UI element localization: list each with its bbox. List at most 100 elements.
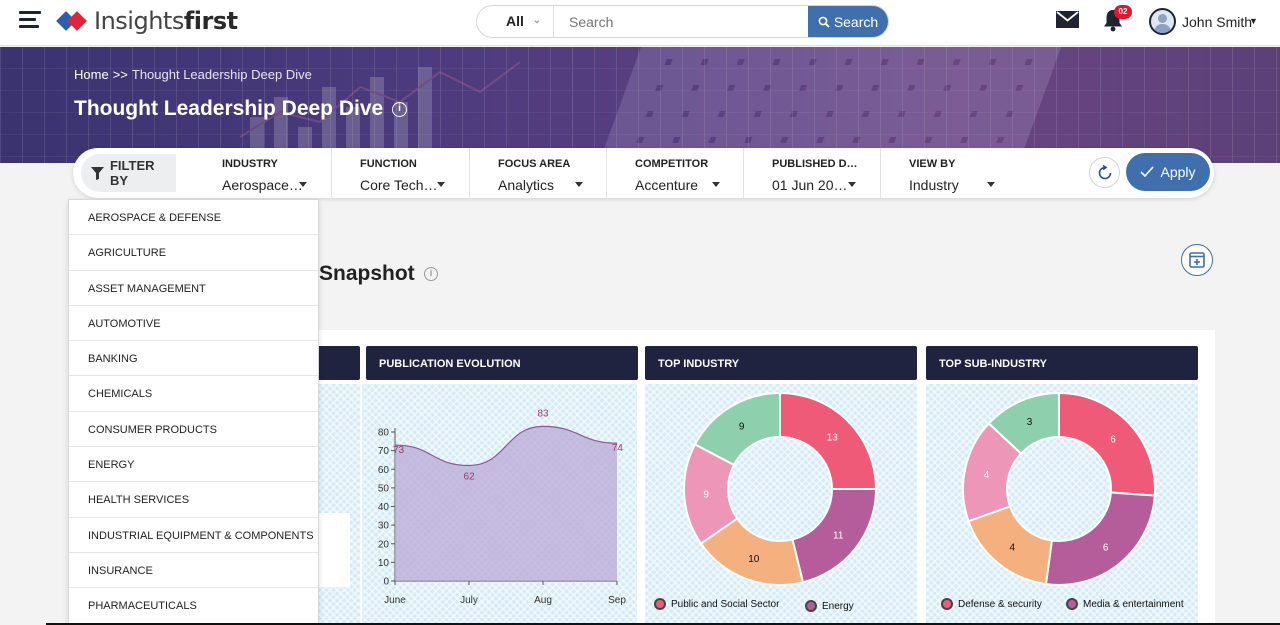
caret-down-icon (575, 182, 583, 187)
legend-swatch (941, 598, 953, 610)
add-widget-button[interactable] (1181, 244, 1213, 276)
y-tick-label: 20 (378, 539, 390, 550)
slice-label: 11 (833, 531, 844, 542)
donut-slice[interactable] (987, 391, 1060, 455)
filter-label: VIEW BY (909, 158, 956, 170)
top-industry-donut-chart: 13 11 10 9 9 (683, 391, 878, 586)
card-header-top-industry: TOP INDUSTRY (645, 346, 917, 380)
filter-focus-area[interactable]: FOCUS AREA Analytics (498, 148, 608, 198)
dropdown-option[interactable]: AGRICULTURE (69, 235, 318, 271)
dropdown-option[interactable]: HEALTH SERVICES (69, 482, 318, 518)
section-title: Snapshot (319, 262, 415, 285)
y-tick-label: 80 (378, 428, 390, 439)
card-header-top-sub-industry: TOP SUB-INDUSTRY (926, 346, 1198, 380)
filter-view-by[interactable]: VIEW BY Industry (909, 148, 1019, 198)
dropdown-option[interactable]: ASSET MANAGEMENT (69, 271, 318, 306)
x-tick-label: June (384, 595, 406, 606)
legend-label: Media & entertainment (1083, 598, 1184, 610)
x-tick-label: July (460, 595, 478, 606)
legend-item[interactable]: Media & entertainment (1066, 598, 1184, 610)
chevron-down-icon: ⌄ (532, 15, 541, 26)
page-title: Thought Leadership Deep Dive (74, 97, 384, 120)
search-bar: All ⌄ Search (476, 5, 889, 38)
slice-label: 3 (1027, 417, 1033, 428)
filter-by-toggle[interactable]: FILTER BY (81, 154, 176, 192)
search-icon (818, 16, 830, 28)
funnel-icon (91, 166, 104, 180)
filter-function[interactable]: FUNCTION Core Tech… (360, 148, 470, 198)
filter-published-date[interactable]: PUBLISHED D… 01 Jun 20… (772, 148, 882, 198)
search-input[interactable] (555, 6, 810, 37)
info-icon[interactable]: i (392, 102, 407, 117)
slice-label: 9 (739, 422, 745, 433)
logo-mark-icon (56, 10, 88, 32)
data-label: 74 (612, 443, 624, 454)
breadcrumb: Home >> Thought Leadership Deep Dive (74, 67, 312, 82)
filter-label: FOCUS AREA (498, 158, 571, 170)
caret-down-icon[interactable]: ▼ (1249, 16, 1258, 26)
apply-button-label: Apply (1160, 164, 1196, 180)
info-icon[interactable]: i (424, 267, 438, 281)
dropdown-option[interactable]: CONSUMER PRODUCTS (69, 412, 318, 448)
reset-button[interactable] (1089, 157, 1120, 188)
dropdown-option[interactable]: INDUSTRIAL EQUIPMENT & COMPONENTS (69, 518, 318, 553)
y-tick-label: 10 (378, 558, 390, 569)
filter-bar: FILTER BY INDUSTRY Aerospace… FUNCTION C… (73, 148, 1214, 198)
legend-swatch (805, 600, 817, 612)
donut-slice[interactable] (1044, 491, 1156, 586)
search-button[interactable]: Search (808, 6, 888, 37)
legend-label: Defense & security (958, 598, 1042, 610)
y-tick-label: 0 (383, 577, 389, 588)
donut-slice[interactable] (693, 391, 781, 467)
legend-item[interactable]: Defense & security (941, 598, 1042, 610)
search-scope-value: All (506, 13, 524, 29)
menu-icon[interactable] (19, 11, 41, 29)
check-icon (1140, 166, 1155, 178)
top-navbar: Insightsfirst All ⌄ Search 02 John Smith… (0, 0, 1280, 46)
breadcrumb-home[interactable]: Home (74, 67, 109, 82)
dropdown-option[interactable]: AEROSPACE & DEFENSE (69, 200, 318, 236)
card-header-publication-evolution: PUBLICATION EVOLUTION (366, 346, 638, 380)
filter-value: Accenture (635, 177, 699, 193)
dropdown-option[interactable]: BANKING (69, 341, 318, 377)
caret-down-icon (437, 182, 445, 187)
notification-badge: 02 (1114, 5, 1132, 19)
dropdown-option[interactable]: CHEMICALS (69, 376, 318, 412)
x-tick-label: Sep (608, 595, 626, 606)
refresh-icon (1098, 164, 1111, 179)
legend-item[interactable]: Energy (805, 600, 854, 612)
slice-label: 4 (1010, 542, 1016, 553)
publication-evolution-chart: 0 10 20 30 40 50 60 70 80 June July Aug Sep 73 62 83 74 (378, 408, 626, 606)
avatar[interactable] (1149, 8, 1176, 35)
breadcrumb-separator: >> (112, 67, 128, 82)
legend-item[interactable]: Public and Social Sector (654, 598, 779, 610)
brand-logo[interactable]: Insightsfirst (56, 6, 238, 36)
dropdown-option[interactable]: AUTOMOTIVE (69, 306, 318, 342)
slice-label: 6 (1110, 434, 1116, 445)
hero-banner (0, 47, 1280, 163)
industry-dropdown: AEROSPACE & DEFENSE AGRICULTURE ASSET MANA… (68, 199, 319, 625)
y-tick-label: 40 (378, 502, 390, 513)
y-tick-label: 60 (378, 465, 390, 476)
data-label: 83 (537, 408, 549, 419)
filter-competitor[interactable]: COMPETITOR Accenture (635, 148, 745, 198)
donut-slice[interactable] (779, 391, 878, 490)
slice-label: 9 (703, 489, 709, 500)
user-name[interactable]: John Smith (1182, 14, 1253, 30)
legend-swatch (1066, 598, 1078, 610)
y-tick-label: 70 (378, 446, 390, 457)
dropdown-option[interactable]: ENERGY (69, 447, 318, 483)
dropdown-option[interactable]: PHARMACEUTICALS (69, 588, 318, 624)
dropdown-option[interactable]: INSURANCE (69, 553, 318, 589)
filter-value: Industry (909, 177, 959, 193)
apply-button[interactable]: Apply (1126, 153, 1210, 191)
breadcrumb-current: Thought Leadership Deep Dive (131, 67, 312, 82)
filter-industry[interactable]: INDUSTRY Aerospace… (222, 148, 332, 198)
legend-label: Public and Social Sector (671, 598, 780, 610)
data-label: 62 (463, 472, 475, 483)
search-scope-select[interactable]: All ⌄ (477, 6, 554, 37)
filter-value: Aerospace… (222, 177, 303, 193)
mail-icon[interactable] (1056, 11, 1079, 28)
donut-slice[interactable] (1058, 391, 1156, 497)
slice-label: 6 (1103, 542, 1109, 553)
